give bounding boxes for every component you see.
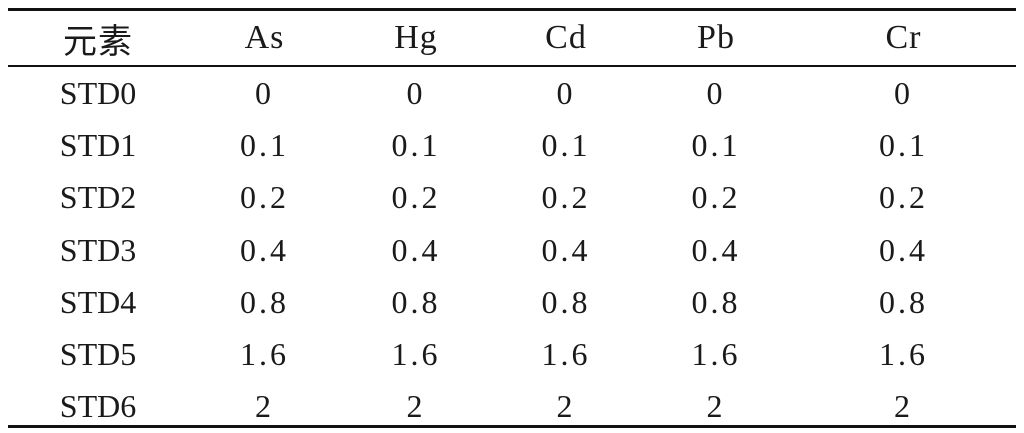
row-label: STD1 <box>59 126 137 163</box>
cell-value: 0.2 <box>240 179 289 216</box>
table-row: STD5 1.6 1.6 1.6 1.6 1.6 <box>8 328 1016 380</box>
table-row: STD3 0.4 0.4 0.4 0.4 0.4 <box>8 224 1016 276</box>
cell-value: 0 <box>255 74 274 111</box>
cell-value: 0.4 <box>879 231 928 268</box>
table-row: STD2 0.2 0.2 0.2 0.2 0.2 <box>8 172 1016 224</box>
cell-value: 0.2 <box>691 179 741 216</box>
cell-value: 1.6 <box>391 336 441 373</box>
cell-value: 2 <box>894 388 913 425</box>
cell-value: 0 <box>706 74 726 111</box>
cell-value: 0.2 <box>391 179 441 216</box>
cell-value: 0.8 <box>691 283 741 320</box>
cell-value: 0.2 <box>879 179 928 216</box>
row-label: STD6 <box>59 388 137 425</box>
data-table: 元素 As Hg Cd Pb Cr STD0 0 0 0 0 0 STD1 0.… <box>8 11 1016 433</box>
cell-value: 2 <box>255 388 274 425</box>
cell-value: 0.1 <box>240 126 289 163</box>
cell-value: 0.8 <box>541 283 591 320</box>
table-row: STD0 0 0 0 0 0 <box>8 66 1016 119</box>
cell-value: 0.1 <box>691 126 741 163</box>
cell-value: 0 <box>894 74 913 111</box>
row-label: STD4 <box>59 283 137 320</box>
table-header-row: 元素 As Hg Cd Pb Cr <box>8 11 1016 67</box>
cell-value: 0.4 <box>391 231 441 268</box>
header-hg: Hg <box>341 11 491 67</box>
header-cd: Cd <box>491 11 641 67</box>
cell-value: 0.8 <box>879 283 928 320</box>
cell-value: 0.1 <box>541 126 591 163</box>
row-label: STD3 <box>59 231 137 268</box>
row-label: STD2 <box>59 179 137 216</box>
row-label: STD0 <box>59 74 137 111</box>
header-pb: Pb <box>641 11 791 67</box>
standard-solution-table: 元素 As Hg Cd Pb Cr STD0 0 0 0 0 0 STD1 0.… <box>8 8 1016 428</box>
header-element: 元素 <box>8 11 188 67</box>
cell-value: 2 <box>406 388 426 425</box>
cell-value: 0.4 <box>691 231 741 268</box>
cell-value: 0.1 <box>879 126 928 163</box>
cell-value: 0.8 <box>391 283 441 320</box>
cell-value: 2 <box>706 388 726 425</box>
table-row: STD4 0.8 0.8 0.8 0.8 0.8 <box>8 276 1016 328</box>
cell-value: 0.4 <box>240 231 289 268</box>
cell-value: 1.6 <box>541 336 591 373</box>
cell-value: 0 <box>406 74 426 111</box>
row-label: STD5 <box>59 336 137 373</box>
table-body: STD0 0 0 0 0 0 STD1 0.1 0.1 0.1 0.1 0.1 … <box>8 66 1016 433</box>
cell-value: 2 <box>556 388 576 425</box>
cell-value: 0.2 <box>541 179 591 216</box>
cell-value: 0 <box>556 74 576 111</box>
table-row: STD6 2 2 2 2 2 <box>8 381 1016 433</box>
header-as: As <box>188 11 341 67</box>
cell-value: 1.6 <box>691 336 741 373</box>
cell-value: 0.1 <box>391 126 441 163</box>
table-row: STD1 0.1 0.1 0.1 0.1 0.1 <box>8 119 1016 171</box>
header-cr: Cr <box>791 11 1016 67</box>
cell-value: 1.6 <box>879 336 928 373</box>
cell-value: 0.8 <box>240 283 289 320</box>
cell-value: 1.6 <box>240 336 289 373</box>
cell-value: 0.4 <box>541 231 591 268</box>
